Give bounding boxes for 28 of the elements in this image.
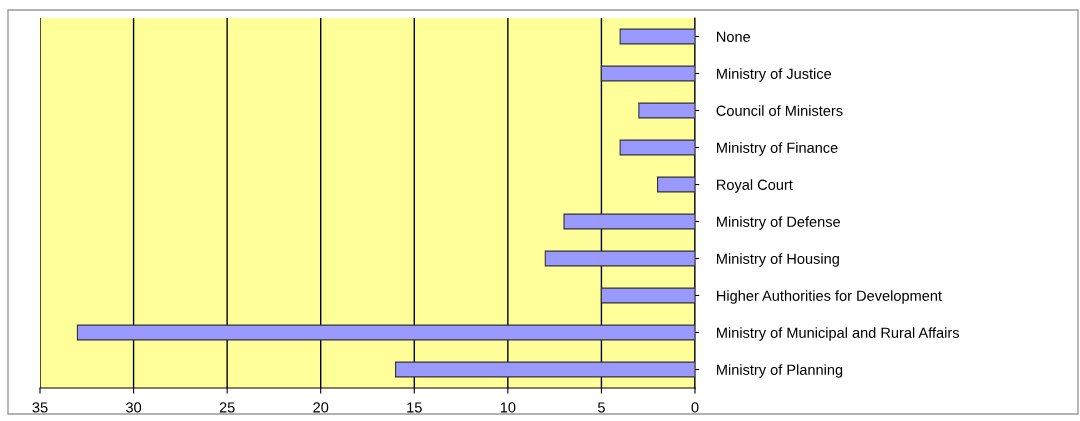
y-tick-label: Ministry of Justice (717, 68, 832, 82)
bar (395, 361, 695, 378)
y-tick-label: None (717, 31, 751, 42)
x-tick-label: 0 (691, 402, 699, 413)
bar (600, 287, 695, 304)
bar (619, 139, 695, 156)
bar (563, 213, 695, 230)
y-tick-label: Royal Court (717, 179, 793, 193)
x-tick-label: 5 (597, 402, 605, 413)
bar (638, 102, 695, 119)
x-tick-label: 10 (500, 402, 516, 413)
y-tick-label: Council of Ministers (716, 105, 843, 116)
bar (76, 324, 695, 341)
x-tick-label: 25 (219, 402, 235, 413)
y-tick-label: Ministry of Defense (717, 216, 840, 230)
bar (619, 28, 695, 45)
y-tick-label: Ministry of Municipal and Rural Affairs (717, 327, 960, 341)
x-tick-label: 35 (32, 402, 48, 413)
x-tick-label: 15 (407, 402, 422, 413)
x-tick-label: 30 (126, 402, 142, 413)
bar (600, 65, 695, 82)
y-tick-label: Higher Authorities for Development (717, 290, 942, 304)
y-tick-label: Ministry of Housing (717, 253, 839, 267)
bar (544, 250, 695, 267)
x-tick-label: 20 (313, 402, 329, 413)
y-tick-label: Ministry of Planning (717, 364, 843, 378)
bar (657, 176, 695, 193)
y-tick-label: Ministry of Finance (717, 142, 838, 156)
